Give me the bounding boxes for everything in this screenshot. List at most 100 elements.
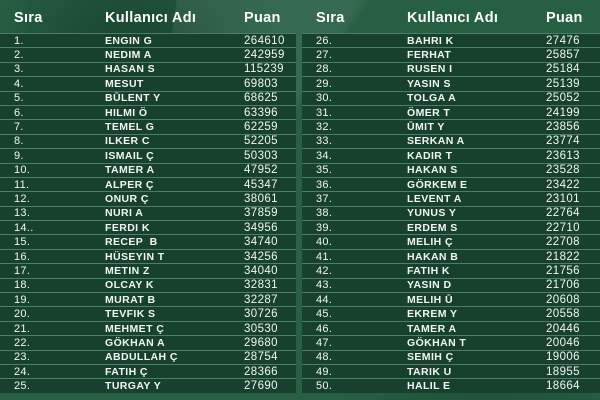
rank-cell: 17.: [14, 264, 31, 277]
name-cell: ÖMER T: [407, 106, 451, 119]
table-row: 28. RUSEN I 25184: [302, 61, 600, 77]
table-row: 36. GÖRKEM E 23422: [302, 176, 600, 192]
name-cell: ONUR Ç: [105, 192, 149, 205]
rank-cell: 40.: [316, 236, 333, 249]
table-row: 23. ABDULLAH Ç 28754: [0, 349, 296, 364]
score-cell: 38061: [244, 192, 278, 205]
name-cell: ABDULLAH Ç: [105, 351, 178, 364]
name-cell: METIN Z: [105, 264, 150, 277]
table-row: 4. MESUT 69803: [0, 76, 296, 91]
score-cell: 47952: [244, 164, 278, 177]
rank-cell: 42.: [316, 264, 333, 277]
name-cell: ILKER C: [105, 135, 150, 148]
name-cell: LEVENT A: [407, 192, 462, 205]
score-cell: 28754: [244, 351, 278, 364]
score-cell: 264610: [244, 34, 285, 47]
rank-cell: 16.: [14, 250, 31, 263]
score-cell: 242959: [244, 49, 285, 62]
score-cell: 25184: [546, 63, 580, 76]
rank-cell: 20.: [14, 308, 31, 321]
name-cell: TAMER A: [407, 322, 457, 335]
rank-cell: 38.: [316, 207, 333, 220]
rank-cell: 27.: [316, 49, 333, 62]
name-cell: MEHMET Ç: [105, 322, 165, 335]
header-username: Kullanıcı Adı: [407, 10, 499, 26]
table-row: 27. FERHAT 25857: [302, 47, 600, 62]
name-cell: TEMEL G: [105, 121, 155, 134]
name-cell: ISMAIL Ç: [105, 149, 155, 162]
header-score: Puan: [244, 10, 281, 26]
name-cell: SERKAN A: [407, 135, 465, 148]
rank-cell: 49.: [316, 365, 333, 378]
score-cell: 45347: [244, 178, 278, 191]
table-row: 41. HAKAN B 21822: [302, 248, 600, 264]
rank-cell: 5.: [14, 92, 24, 105]
rank-cell: 39.: [316, 221, 333, 234]
name-cell: FATIH K: [407, 264, 450, 277]
score-cell: 23101: [546, 192, 580, 205]
rank-cell: 44.: [316, 293, 333, 306]
table-row: 10. TAMER A 47952: [0, 162, 296, 177]
rank-cell: 15.: [14, 236, 31, 249]
table-row: 30. TOLGA A 25052: [302, 90, 600, 105]
table-row: 35. HAKAN S 23528: [302, 162, 600, 177]
table-row: 8. ILKER C 52205: [0, 133, 296, 149]
score-cell: 23528: [546, 164, 580, 177]
rank-cell: 46.: [316, 322, 333, 335]
score-cell: 22710: [546, 221, 580, 234]
name-cell: ALPER Ç: [105, 178, 154, 191]
score-cell: 32287: [244, 293, 278, 306]
rank-cell: 23.: [14, 351, 31, 364]
score-cell: 69803: [244, 77, 278, 90]
table-row: 20. TEVFIK S 30726: [0, 306, 296, 321]
table-row: 7. TEMEL G 62259: [0, 119, 296, 134]
score-cell: 23774: [546, 135, 580, 148]
table-row: 14.. FERDI K 34956: [0, 220, 296, 235]
table-row: 42. FATIH K 21756: [302, 263, 600, 278]
score-cell: 68625: [244, 92, 278, 105]
name-cell: NEDIM A: [105, 49, 152, 62]
table-row: 15. RECEP B 34740: [0, 234, 296, 249]
rank-cell: 47.: [316, 336, 333, 349]
table-row: 29. YASIN S 25139: [302, 76, 600, 91]
score-cell: 30530: [244, 322, 278, 335]
table-row: 16. HÜSEYIN T 34256: [0, 248, 296, 264]
leaderboard-table-right: Sıra Kullanıcı Adı Puan 26. BAHRI K 27476 2…: [302, 0, 600, 400]
rank-cell: 11.: [14, 178, 30, 191]
score-cell: 115239: [244, 63, 284, 76]
header-username: Kullanıcı Adı: [105, 10, 197, 26]
name-cell: HILMI Ö: [105, 106, 148, 119]
name-cell: NURI A: [105, 207, 144, 220]
name-cell: BAHRI K: [407, 34, 454, 47]
score-cell: 28366: [244, 365, 278, 378]
name-cell: HALIL E: [407, 380, 451, 393]
rank-cell: 7.: [14, 121, 24, 134]
table-row: 22. GÖKHAN A 29680: [0, 335, 296, 350]
table-row: 34. KADIR T 23613: [302, 148, 600, 163]
table-row: 40. MELIH Ç 22708: [302, 234, 600, 249]
rank-cell: 4.: [14, 77, 24, 90]
table-row: 9. ISMAIL Ç 50303: [0, 148, 296, 163]
rank-cell: 45.: [316, 308, 333, 321]
rank-cell: 10.: [14, 164, 31, 177]
name-cell: TEVFIK S: [105, 308, 156, 321]
table-header: Sıra Kullanıcı Adı Puan: [0, 0, 296, 33]
table-row: 33. SERKAN A 23774: [302, 133, 600, 149]
rank-cell: 9.: [14, 149, 24, 162]
rank-cell: 2.: [14, 49, 24, 62]
name-cell: TARIK U: [407, 365, 452, 378]
rank-cell: 26.: [316, 34, 333, 47]
table-row: 47. GÖKHAN T 20046: [302, 335, 600, 350]
score-cell: 29680: [244, 336, 278, 349]
rank-cell: 30.: [316, 92, 333, 105]
score-cell: 22708: [546, 236, 580, 249]
name-cell: FERDI K: [105, 221, 150, 234]
table-row: 3. HASAN S 115239: [0, 61, 296, 77]
score-cell: 25052: [546, 92, 580, 105]
name-cell: GÖRKEM E: [407, 178, 468, 191]
score-cell: 62259: [244, 121, 278, 134]
rank-cell: 24.: [14, 365, 31, 378]
name-cell: HAKAN S: [407, 164, 458, 177]
score-cell: 27476: [546, 34, 580, 47]
table-row: 5. BŪLENT Y 68625: [0, 90, 296, 105]
